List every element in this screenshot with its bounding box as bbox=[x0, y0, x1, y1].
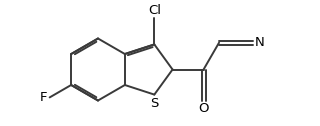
Text: F: F bbox=[40, 91, 47, 104]
Text: O: O bbox=[198, 102, 209, 115]
Text: Cl: Cl bbox=[148, 4, 161, 17]
Text: N: N bbox=[255, 36, 264, 49]
Text: S: S bbox=[150, 97, 158, 110]
